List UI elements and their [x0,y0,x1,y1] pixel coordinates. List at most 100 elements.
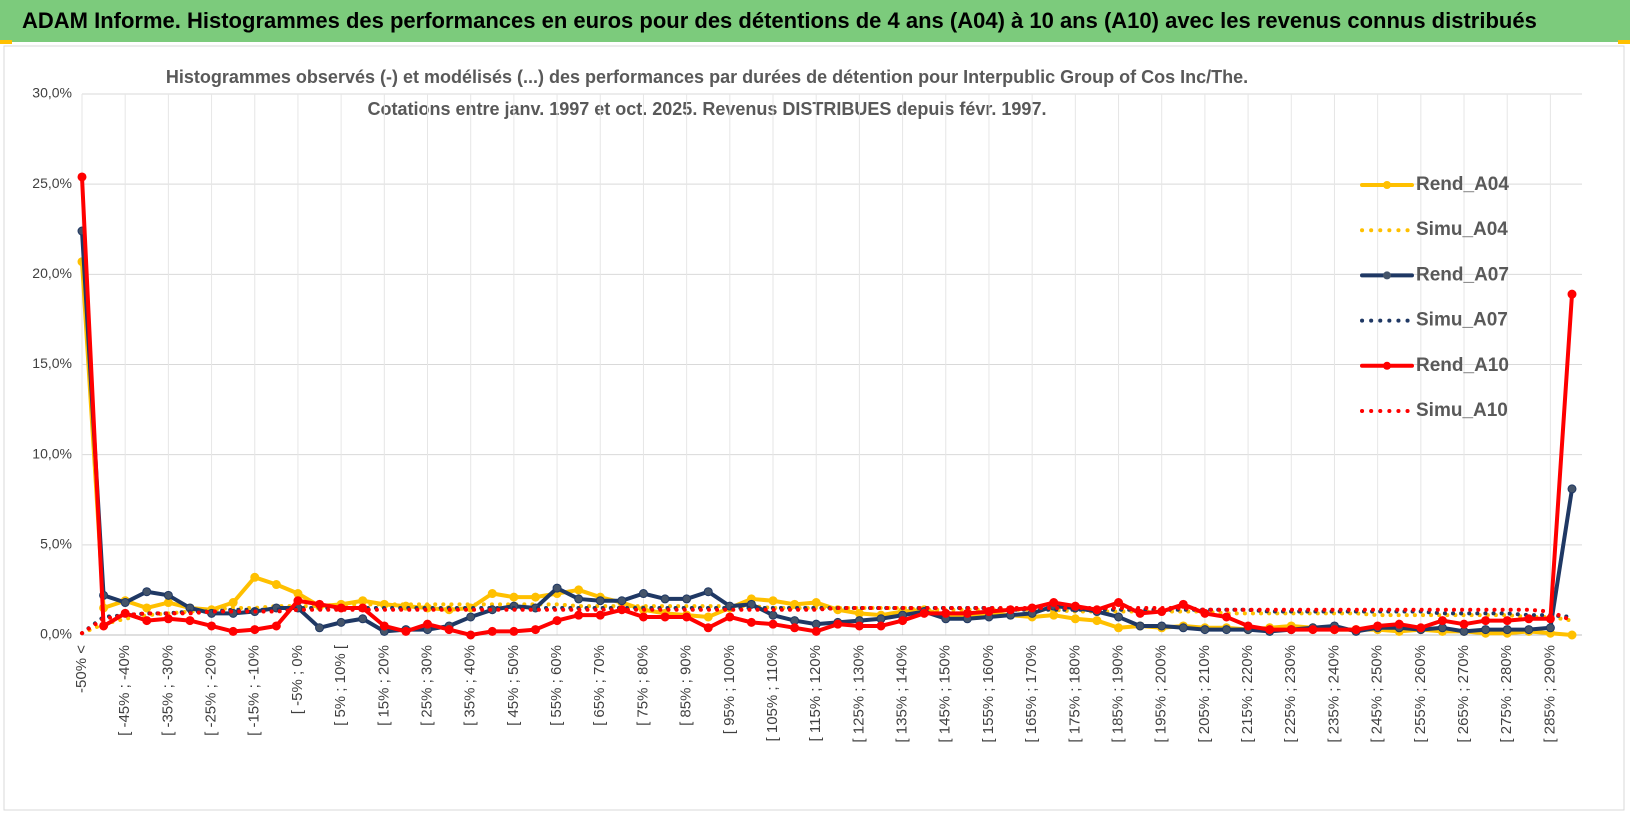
data-point [487,626,497,636]
data-point [1265,625,1275,635]
data-point [1221,612,1231,622]
data-point [379,621,389,631]
x-tick-label: [ 275% ; 280% [1498,645,1515,743]
data-point [163,614,173,624]
data-point [1524,625,1534,635]
x-tick-label: [ -45% ; -40% [116,645,133,736]
data-point [271,621,281,631]
data-point [466,612,476,622]
data-point [163,590,173,600]
chart-subtitle: Cotations entre janv. 1997 et oct. 2025.… [368,99,1047,119]
x-tick-label: [ 205% ; 210% [1196,645,1213,743]
x-tick-label: [ 185% ; 190% [1109,645,1126,743]
data-point [185,616,195,626]
x-tick-label: [ 85% ; 90% [678,645,695,726]
x-tick-label: [ 225% ; 230% [1282,645,1299,743]
data-point [358,614,368,624]
data-point [660,612,670,622]
data-point [1567,484,1577,494]
legend-label: Simu_A07 [1416,310,1508,331]
data-point [984,607,994,617]
data-point [1157,621,1167,631]
data-point [574,610,584,620]
data-point [898,616,908,626]
data-point [1459,619,1469,629]
data-point [552,616,562,626]
data-point [1092,616,1102,626]
x-tick-label: -50% < [73,645,90,693]
data-point [703,587,713,597]
series-line [80,229,1574,634]
x-tick-label: [ 75% ; 80% [634,645,651,726]
data-point [1135,608,1145,618]
y-tick-label: 25,0% [32,175,72,191]
data-point [811,626,821,636]
y-tick-label: 15,0% [32,355,72,371]
data-point [1114,598,1124,608]
x-tick-label: [ 55% ; 60% [548,645,565,726]
x-tick-label: [ 95% ; 100% [721,645,738,734]
data-point [1502,625,1512,635]
data-point [1524,614,1534,624]
x-tick-label: [ 175% ; 180% [1066,645,1083,743]
legend-label: Rend_A04 [1416,174,1509,195]
data-point [99,621,109,631]
x-tick-label: [ 165% ; 170% [1023,645,1040,743]
data-point [487,589,497,599]
data-point [142,616,152,626]
data-point [1178,623,1188,633]
data-point [617,596,627,606]
x-tick-label: [ 45% ; 50% [505,645,522,726]
data-point [1308,625,1318,635]
data-point [1114,623,1124,633]
x-tick-label: [ 25% ; 30% [418,645,435,726]
x-tick-label: [ -5% ; 0% [289,645,306,714]
data-point [1394,619,1404,629]
data-point [423,619,433,629]
x-tick-label: [ 125% ; 130% [850,645,867,743]
data-point [509,626,519,636]
x-tick-label: [ 15% ; 20% [375,645,392,726]
data-point [1200,625,1210,635]
x-tick-label: [ 105% ; 110% [764,645,781,741]
accent [0,40,12,44]
data-point [746,617,756,627]
x-tick-label: [ 145% ; 150% [937,645,954,743]
banner [0,0,1630,42]
data-point [142,587,152,597]
data-point [1049,598,1059,608]
data-point [1545,623,1555,633]
x-tick-label: [ 195% ; 200% [1153,645,1170,743]
x-tick-label: [ -25% ; -20% [203,645,220,736]
x-tick-label: [ 155% ; 160% [980,645,997,743]
legend-marker [1383,271,1391,280]
chart-title: Histogrammes observés (-) et modélisés (… [166,67,1248,87]
data-point [941,608,951,618]
data-point [228,598,238,608]
chart-frame [3,45,1625,811]
x-tick-label: [ 255% ; 260% [1412,645,1429,743]
banner-title: ADAM Informe. Histogrammes des performan… [22,8,1537,33]
x-tick-label: [ 235% ; 240% [1325,645,1342,743]
data-point [1049,610,1059,620]
data-point [833,619,843,629]
data-point [768,596,778,606]
x-tick-label: [ 135% ; 140% [894,645,911,743]
data-point [293,596,303,606]
data-point [1481,616,1491,626]
data-point [854,621,864,631]
data-point [595,596,605,606]
data-point [120,598,130,608]
x-tick-label: [ 215% ; 220% [1239,645,1256,743]
x-tick-label: [ 245% ; 250% [1369,645,1386,743]
data-point [1221,625,1231,635]
data-point [444,625,454,635]
data-point [552,583,562,593]
accent [1618,40,1630,44]
legend-label: Rend_A07 [1416,264,1509,285]
data-point [1178,599,1188,609]
data-point [1567,630,1577,640]
data-point [1481,625,1491,635]
legend-label: Rend_A10 [1416,355,1509,376]
